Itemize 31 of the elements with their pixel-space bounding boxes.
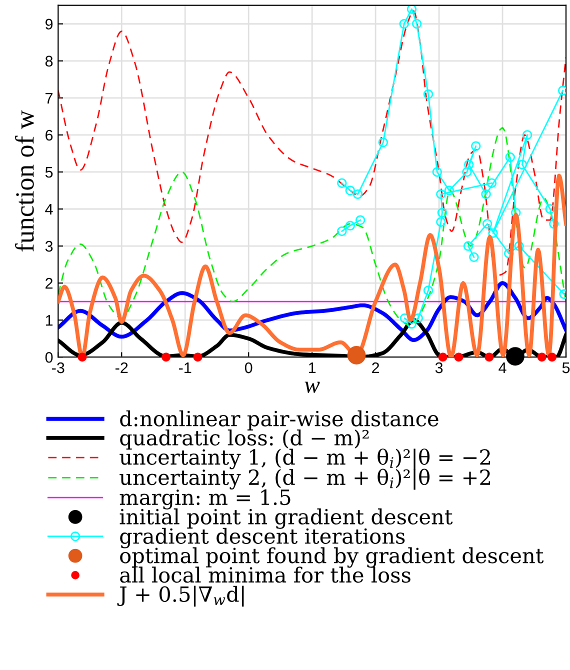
- y-tick-label: 3: [45, 240, 53, 252]
- legend-label: quadratic loss: (d − m)²: [120, 429, 369, 450]
- x-tick-label: 3: [435, 362, 443, 374]
- y-tick-label: 1: [46, 315, 53, 326]
- legend-label: uncertainty 2, (d − m + θ$_{i}$)²|θ = +2: [120, 468, 490, 490]
- legend-label: d:nonlinear pair-wise distance: [120, 410, 438, 430]
- legend-label: J + 0.5|∇$_{w}$d|: [117, 586, 244, 607]
- legend-label: all local minima for the loss: [120, 566, 410, 583]
- x-tick-label: -1: [178, 362, 192, 374]
- x-tick-label: 4: [498, 362, 506, 374]
- legend-label: optimal point found by gradient descent: [120, 547, 544, 568]
- y-tick-label: 7: [46, 92, 53, 104]
- legend-label: margin: m = 1.5: [120, 489, 290, 510]
- y-tick-label: 2: [46, 278, 53, 289]
- x-tick-label: 5: [562, 362, 570, 374]
- x-tick-label: -2: [116, 362, 128, 374]
- y-tick-label: 8: [45, 56, 53, 67]
- x-tick-label: 1: [308, 362, 316, 374]
- x-tick-label: 2: [372, 362, 380, 374]
- legend-label: uncertainty 1, (d − m + θ$_{i}$)²|θ = −2: [120, 448, 490, 470]
- legend-label: initial point in gradient descent: [120, 508, 453, 529]
- y-tick-label: 4: [45, 204, 53, 215]
- y-tick-label: 0: [45, 352, 53, 363]
- y-tick-label: 9: [46, 18, 53, 30]
- x-tick-label: -3: [52, 362, 64, 374]
- x-axis-title: w: [304, 382, 320, 393]
- y-tick-label: 6: [46, 130, 53, 141]
- y-axis-title: function of w: [15, 110, 34, 252]
- y-tick-label: 5: [45, 167, 53, 178]
- x-tick-label: 0: [244, 362, 252, 374]
- legend-label: gradient descent iterations: [120, 528, 405, 548]
